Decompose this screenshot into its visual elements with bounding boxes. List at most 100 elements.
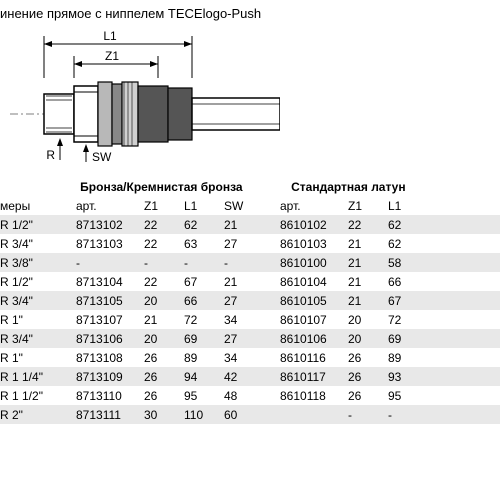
cell-z1-brass: 21 — [348, 256, 388, 270]
cell-z1-brass: 21 — [348, 294, 388, 308]
cell-size: R 1/2" — [0, 218, 76, 232]
cell-art-bronze: 8713102 — [76, 218, 144, 232]
cell-z1-brass: 26 — [348, 370, 388, 384]
table-row: R 1/2"871310422672186101042166 — [0, 272, 500, 291]
fitting-diagram: L1 Z1 R SW — [10, 26, 280, 166]
cell-art-brass: 8610104 — [280, 275, 348, 289]
cell-art-bronze: 8713103 — [76, 237, 144, 251]
cell-l1-bronze: 94 — [184, 370, 224, 384]
table-row: R 1"871310721723486101072072 — [0, 310, 500, 329]
cell-sw-bronze: 27 — [224, 294, 264, 308]
cell-art-brass: 8610106 — [280, 332, 348, 346]
group-header-bronze: Бронза/Кремнистая бронза — [74, 180, 285, 194]
cell-l1-brass: 62 — [388, 218, 428, 232]
table-row: R 2"87131113011060-- — [0, 405, 500, 424]
dim-r-label: R — [46, 148, 55, 162]
cell-z1-brass: 21 — [348, 237, 388, 251]
table-row: R 1 1/2"871311026954886101182695 — [0, 386, 500, 405]
cell-l1-brass: 93 — [388, 370, 428, 384]
cell-l1-brass: 62 — [388, 237, 428, 251]
cell-art-brass: 8610116 — [280, 351, 348, 365]
col-sw-bronze: SW — [224, 199, 264, 213]
cell-z1-brass: - — [348, 408, 388, 422]
spec-table: Бронза/Кремнистая бронза Стандартная лат… — [0, 180, 500, 424]
table-row: R 1"871310826893486101162689 — [0, 348, 500, 367]
group-header-brass: Стандартная латун — [285, 180, 500, 194]
cell-art-bronze: - — [76, 256, 144, 270]
cell-art-bronze: 8713111 — [76, 408, 144, 422]
col-z1-bronze: Z1 — [144, 199, 184, 213]
cell-l1-brass: 58 — [388, 256, 428, 270]
cell-sw-bronze: 60 — [224, 408, 264, 422]
cell-z1-brass: 20 — [348, 313, 388, 327]
cell-l1-bronze: 66 — [184, 294, 224, 308]
dim-z1-label: Z1 — [105, 49, 119, 63]
cell-sw-bronze: 21 — [224, 218, 264, 232]
cell-z1-bronze: 20 — [144, 294, 184, 308]
cell-art-bronze: 8713109 — [76, 370, 144, 384]
cell-art-brass: 8610103 — [280, 237, 348, 251]
cell-l1-bronze: 95 — [184, 389, 224, 403]
cell-z1-bronze: 21 — [144, 313, 184, 327]
cell-size: R 2" — [0, 408, 76, 422]
cell-size: R 1/2" — [0, 275, 76, 289]
cell-l1-brass: 95 — [388, 389, 428, 403]
cell-sw-bronze: 42 — [224, 370, 264, 384]
cell-z1-brass: 20 — [348, 332, 388, 346]
table-row: R 1/2"871310222622186101022262 — [0, 215, 500, 234]
cell-l1-brass: - — [388, 408, 428, 422]
table-row: R 3/4"871310620692786101062069 — [0, 329, 500, 348]
cell-l1-bronze: 63 — [184, 237, 224, 251]
cell-sw-bronze: 34 — [224, 313, 264, 327]
cell-l1-bronze: 62 — [184, 218, 224, 232]
col-l1-bronze: L1 — [184, 199, 224, 213]
cell-l1-bronze: - — [184, 256, 224, 270]
table-row: R 1 1/4"871310926944286101172693 — [0, 367, 500, 386]
cell-art-bronze: 8713106 — [76, 332, 144, 346]
cell-l1-bronze: 89 — [184, 351, 224, 365]
cell-l1-brass: 67 — [388, 294, 428, 308]
cell-art-bronze: 8713105 — [76, 294, 144, 308]
cell-z1-bronze: 22 — [144, 218, 184, 232]
table-row: R 3/8"----86101002158 — [0, 253, 500, 272]
dim-l1-label: L1 — [103, 29, 117, 43]
cell-size: R 1 1/2" — [0, 389, 76, 403]
cell-sw-bronze: 27 — [224, 332, 264, 346]
col-l1-brass: L1 — [388, 199, 428, 213]
cell-l1-brass: 69 — [388, 332, 428, 346]
cell-art-bronze: 8713110 — [76, 389, 144, 403]
col-art-bronze: арт. — [76, 199, 144, 213]
cell-z1-bronze: - — [144, 256, 184, 270]
cell-z1-brass: 26 — [348, 351, 388, 365]
cell-z1-brass: 26 — [348, 389, 388, 403]
cell-z1-bronze: 26 — [144, 389, 184, 403]
cell-z1-bronze: 20 — [144, 332, 184, 346]
cell-sw-bronze: 27 — [224, 237, 264, 251]
table-row: R 3/4"8713105206627 86101052167 — [0, 291, 500, 310]
cell-size: R 1" — [0, 313, 76, 327]
cell-art-bronze: 8713104 — [76, 275, 144, 289]
cell-size: R 3/4" — [0, 237, 76, 251]
col-z1-brass: Z1 — [348, 199, 388, 213]
page-title: инение прямое с ниппелем TECElogo-Push — [0, 6, 261, 21]
cell-sw-bronze: 21 — [224, 275, 264, 289]
cell-z1-bronze: 26 — [144, 351, 184, 365]
cell-art-bronze: 8713107 — [76, 313, 144, 327]
cell-z1-bronze: 30 — [144, 408, 184, 422]
col-size: меры — [0, 199, 76, 213]
cell-size: R 1 1/4" — [0, 370, 76, 384]
cell-l1-bronze: 67 — [184, 275, 224, 289]
cell-z1-brass: 21 — [348, 275, 388, 289]
cell-size: R 1" — [0, 351, 76, 365]
cell-l1-brass: 72 — [388, 313, 428, 327]
cell-l1-brass: 89 — [388, 351, 428, 365]
cell-size: R 3/4" — [0, 332, 76, 346]
cell-sw-bronze: 34 — [224, 351, 264, 365]
cell-size: R 3/4" — [0, 294, 76, 308]
cell-art-brass: 8610105 — [280, 294, 348, 308]
cell-sw-bronze: - — [224, 256, 264, 270]
cell-z1-bronze: 22 — [144, 237, 184, 251]
col-art-brass: арт. — [280, 199, 348, 213]
cell-l1-brass: 66 — [388, 275, 428, 289]
cell-z1-bronze: 22 — [144, 275, 184, 289]
